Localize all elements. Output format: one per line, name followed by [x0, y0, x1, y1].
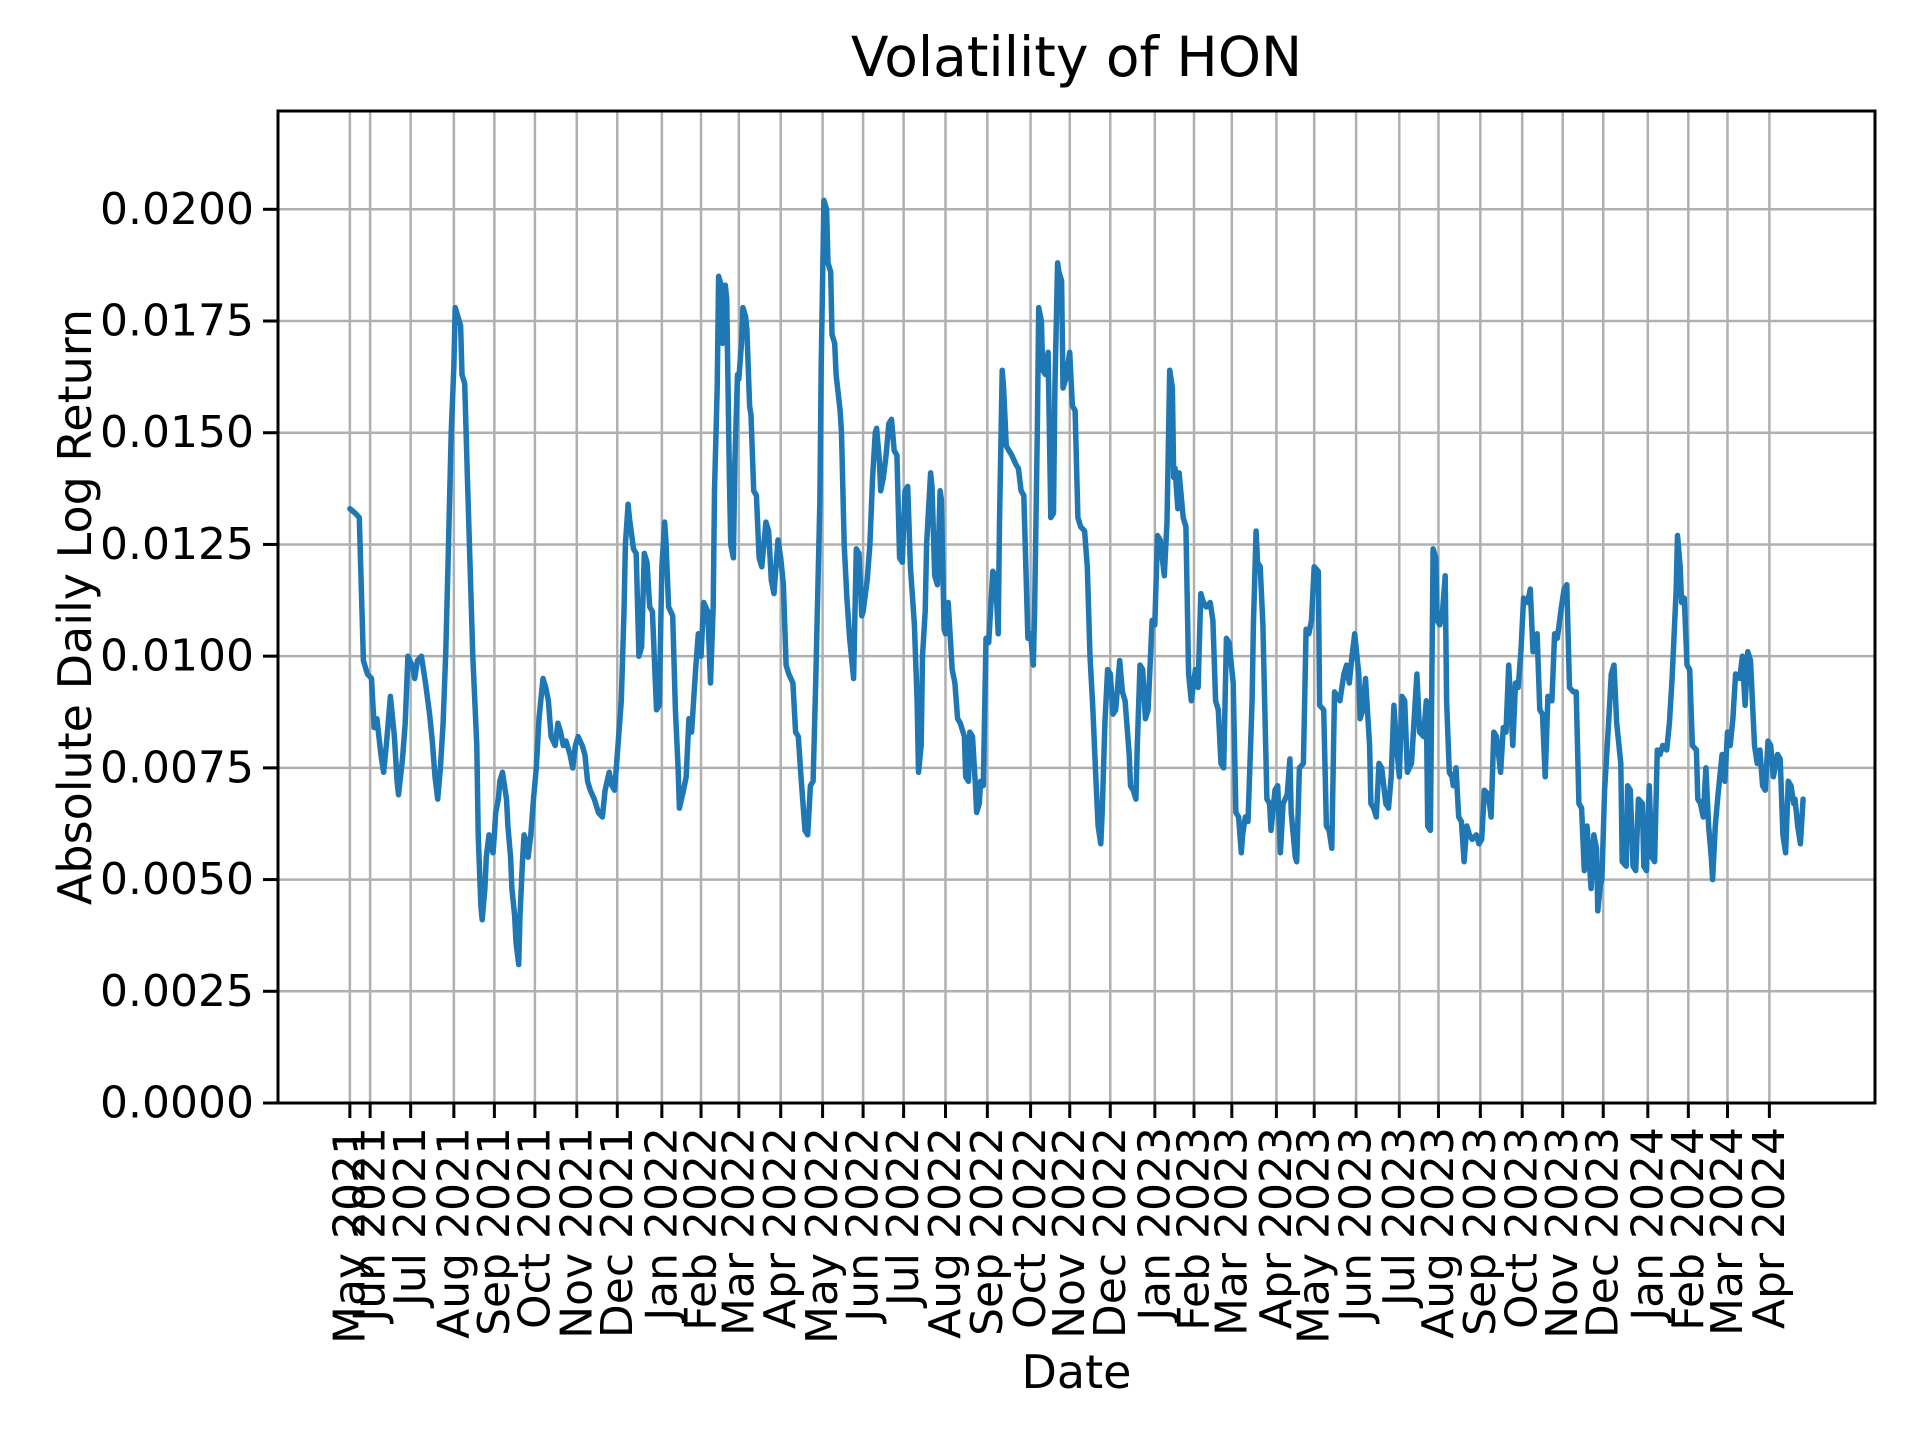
x-tick-label: Sep 2023	[1455, 1127, 1506, 1336]
y-tick-label: 0.0025	[100, 966, 254, 1017]
y-tick-label: 0.0075	[100, 742, 254, 793]
x-tick-label: May 2021	[324, 1127, 375, 1344]
x-tick-label: Jan 2023	[1129, 1127, 1180, 1324]
x-tick-label: Jul 2021	[385, 1127, 436, 1309]
x-tick-label: Nov 2021	[551, 1127, 602, 1339]
x-tick-label: May 2023	[1289, 1127, 1340, 1344]
plot-border	[276, 109, 1877, 1105]
series-line	[347, 197, 1806, 968]
x-tick-label: Jul 2023	[1374, 1127, 1425, 1309]
x-tick-label: Dec 2021	[592, 1127, 643, 1338]
x-tick-label: Oct 2022	[1005, 1127, 1056, 1329]
y-tick-label: 0.0175	[100, 296, 254, 347]
y-tick-label: 0.0050	[100, 854, 254, 905]
x-tick-label: May 2022	[797, 1127, 848, 1344]
x-tick-label: Mar 2022	[713, 1127, 764, 1336]
x-tick-label: Jun 2023	[1331, 1127, 1382, 1325]
y-tick-label: 0.0100	[100, 631, 254, 682]
x-tick-label: Mar 2023	[1206, 1127, 1257, 1336]
y-tick-label: 0.0150	[100, 407, 254, 458]
x-tick-label: Mar 2024	[1702, 1127, 1753, 1336]
x-tick-label: Nov 2022	[1044, 1127, 1095, 1339]
y-tick-label: 0.0200	[100, 184, 254, 235]
y-axis-label: Absolute Daily Log Return	[48, 308, 102, 906]
x-tick-label: Jan 2022	[636, 1127, 687, 1324]
x-tick-label: Feb 2024	[1663, 1127, 1714, 1331]
x-tick-label: Feb 2022	[676, 1127, 727, 1331]
x-tick-label: Sep 2022	[962, 1127, 1013, 1336]
x-axis-label: Date	[1021, 1345, 1132, 1399]
x-tick-label: Jun 2021	[345, 1127, 396, 1325]
x-tick-label: Aug 2023	[1413, 1127, 1464, 1339]
x-tick-label: Feb 2023	[1169, 1127, 1220, 1331]
x-tick-label: Oct 2023	[1497, 1127, 1548, 1329]
x-tick-label: Aug 2021	[428, 1127, 479, 1339]
y-tick-label: 0.0125	[100, 519, 254, 570]
x-tick-label: Dec 2023	[1578, 1127, 1629, 1338]
chart-title: Volatility of HON	[850, 25, 1303, 89]
x-tick-label: Nov 2023	[1537, 1127, 1588, 1339]
x-tick-label: Jan 2024	[1622, 1127, 1673, 1324]
x-tick-label: Apr 2023	[1251, 1127, 1302, 1329]
x-tick-label: Sep 2021	[469, 1127, 520, 1336]
x-tick-label: Aug 2022	[920, 1127, 971, 1339]
x-tick-label: Apr 2022	[755, 1127, 806, 1329]
x-tick-label: Dec 2022	[1085, 1127, 1136, 1338]
x-tick-label: Oct 2021	[509, 1127, 560, 1329]
x-tick-label: Apr 2024	[1744, 1127, 1795, 1329]
y-tick-label: 0.0000	[100, 1078, 254, 1129]
x-tick-label: Jul 2022	[878, 1127, 929, 1309]
x-tick-label: Jun 2022	[838, 1127, 889, 1325]
